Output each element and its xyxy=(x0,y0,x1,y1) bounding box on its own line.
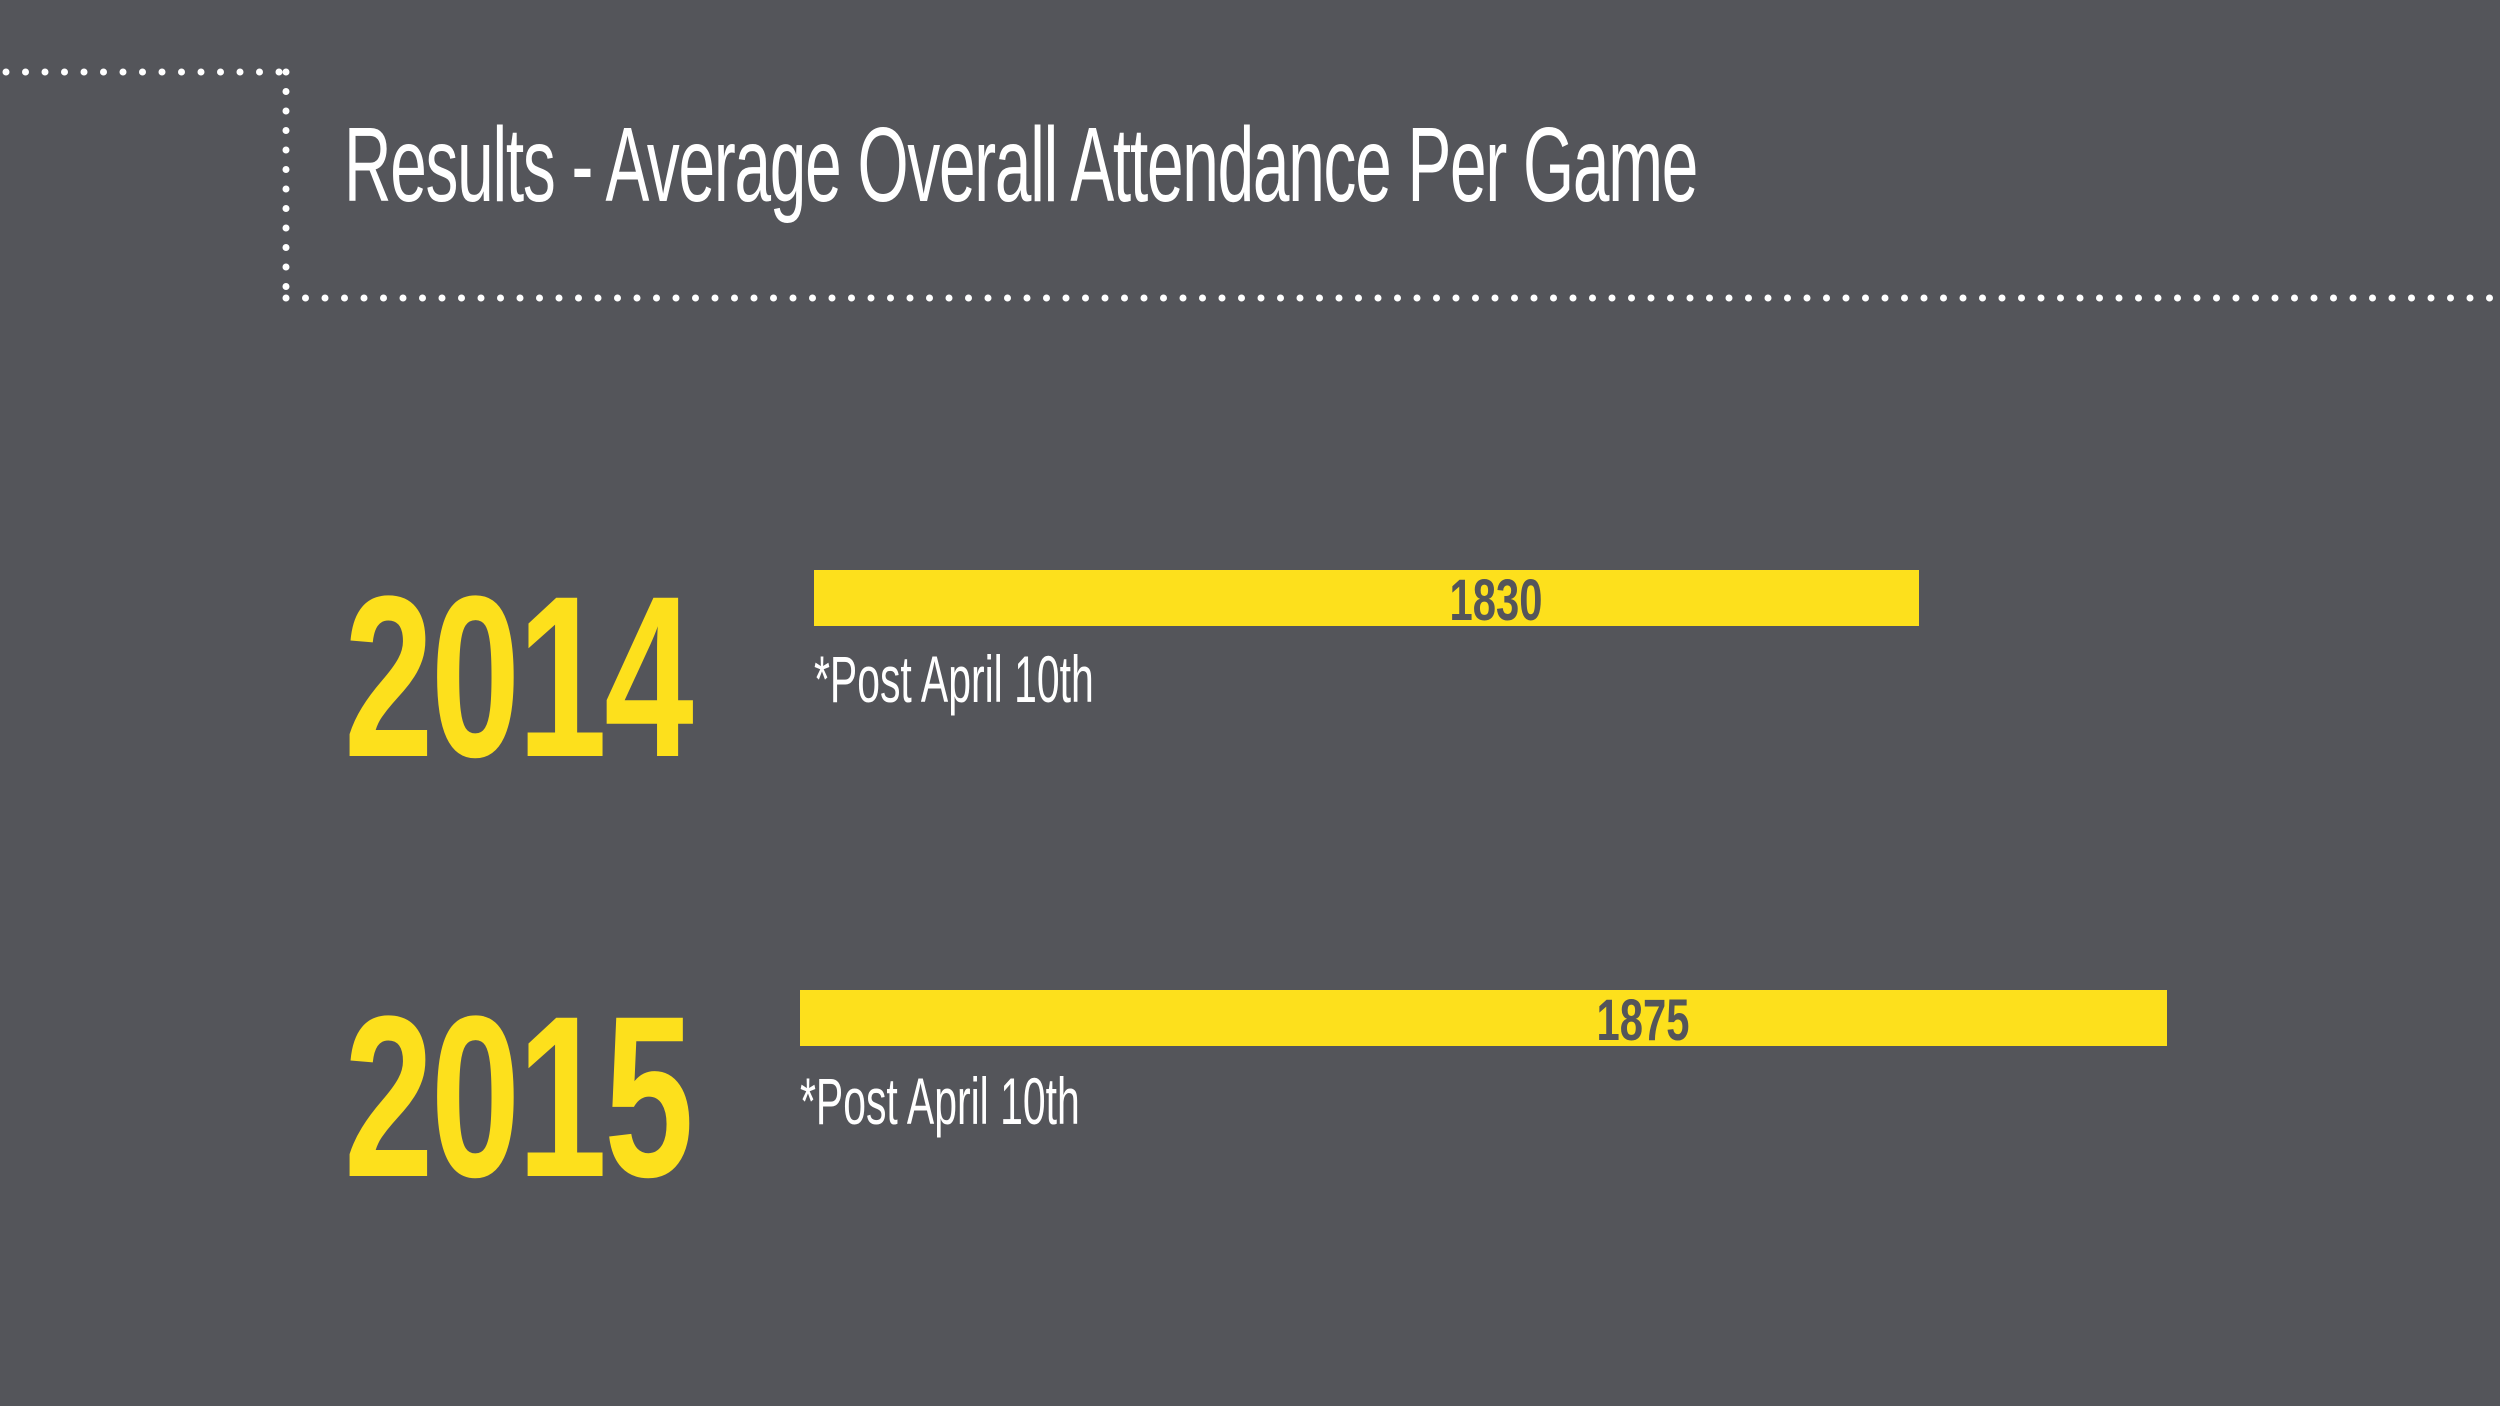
bar-2015 xyxy=(800,990,2167,1046)
category-label-2015: 2015 xyxy=(344,968,694,1225)
footnote-2015: *Post April 10th xyxy=(800,1064,1080,1138)
category-label-2014: 2014 xyxy=(344,548,694,805)
bar-2014 xyxy=(814,570,1919,626)
bar-value-label-2015: 1875 xyxy=(1596,988,1690,1053)
bar-value-label-2014: 1830 xyxy=(1449,568,1543,633)
chart-title: Results - Average Overall Attendance Per… xyxy=(344,106,1698,224)
footnote-2014: *Post April 10th xyxy=(814,642,1094,716)
